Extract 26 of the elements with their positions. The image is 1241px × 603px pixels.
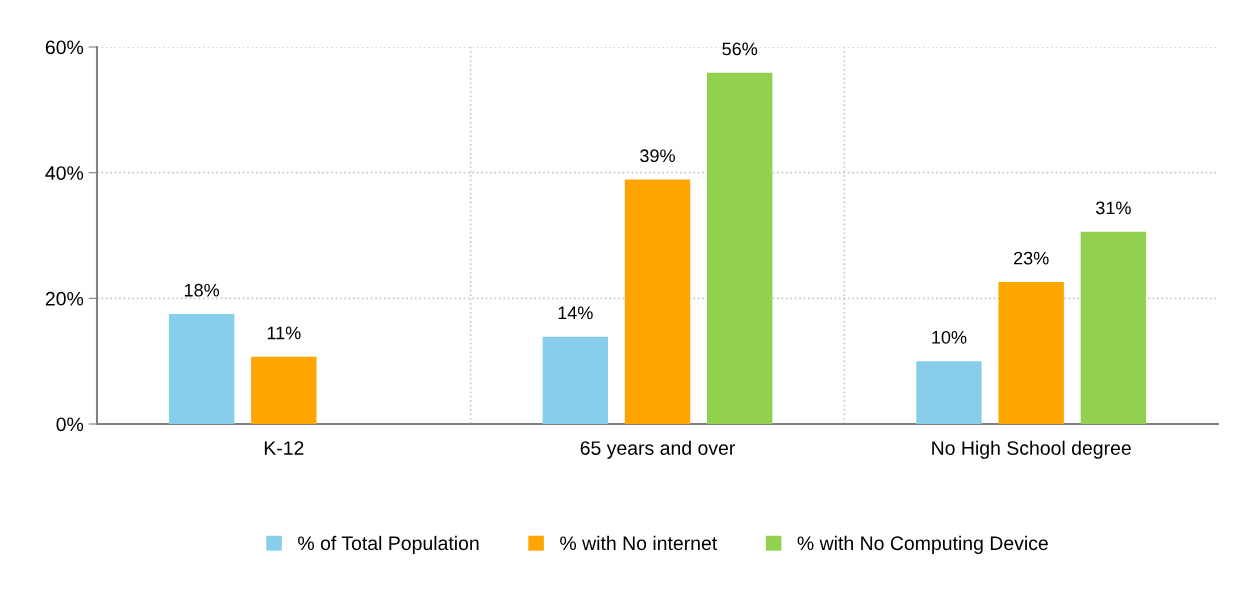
data-label: 14% <box>558 306 593 320</box>
x-tick-label: K-12 <box>264 441 304 455</box>
y-tick-label: 0% <box>56 417 84 432</box>
data-label: 39% <box>640 149 675 163</box>
bar <box>168 314 235 424</box>
data-label: 56% <box>722 42 758 56</box>
bar <box>251 356 317 424</box>
x-tick-label: 65 years and over <box>580 440 736 459</box>
data-label: 23% <box>1014 251 1049 265</box>
legend-label: % with No internet <box>560 535 718 551</box>
bar <box>998 282 1064 424</box>
bar <box>916 361 982 424</box>
bar <box>624 179 691 424</box>
data-label: 10% <box>932 330 967 344</box>
y-tick-label: 40% <box>45 166 84 180</box>
y-tick-label: 60% <box>45 40 84 55</box>
data-label: 31% <box>1095 201 1131 215</box>
bar <box>1080 231 1147 424</box>
bar <box>542 336 608 424</box>
legend-label: % with No Computing Device <box>797 535 1048 554</box>
legend-label: % of Total Population <box>298 535 479 554</box>
y-tick-label: 20% <box>45 291 84 306</box>
data-label: 18% <box>184 283 220 297</box>
bar <box>707 72 773 424</box>
data-label: 11% <box>267 326 301 340</box>
x-tick-label: No High School degree <box>932 440 1131 459</box>
